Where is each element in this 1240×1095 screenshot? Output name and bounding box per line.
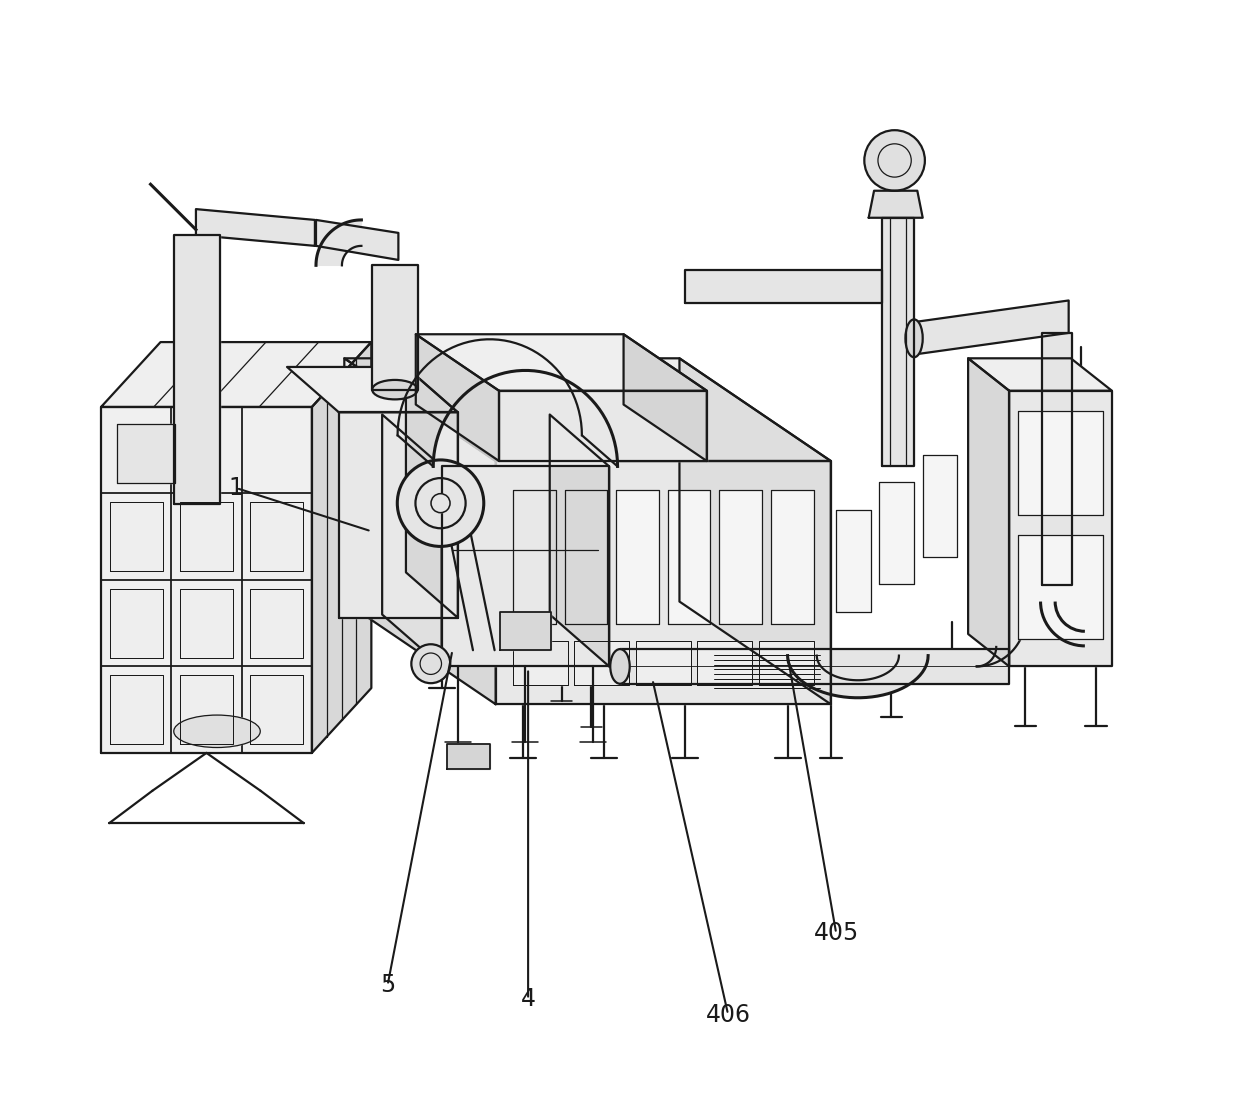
Text: 1: 1 [228,476,243,500]
Polygon shape [923,454,957,557]
Polygon shape [1042,333,1071,586]
Polygon shape [250,503,304,572]
Polygon shape [882,218,914,466]
Polygon shape [496,461,831,704]
Polygon shape [914,300,1069,355]
Polygon shape [180,589,233,658]
Polygon shape [869,191,923,218]
Text: 406: 406 [706,1003,750,1026]
Polygon shape [175,235,219,504]
Polygon shape [180,503,233,572]
Polygon shape [109,503,162,572]
Circle shape [432,494,450,512]
Text: 5: 5 [379,973,396,998]
Polygon shape [382,415,441,667]
Polygon shape [836,509,870,612]
Polygon shape [286,367,458,413]
Polygon shape [787,656,928,698]
Polygon shape [684,270,882,302]
Polygon shape [498,391,707,461]
Circle shape [397,460,484,546]
Polygon shape [977,618,1025,667]
Polygon shape [180,676,233,745]
Polygon shape [316,220,398,260]
Circle shape [864,130,925,191]
Text: 4: 4 [521,988,536,1012]
Polygon shape [759,641,813,684]
Polygon shape [620,649,1009,683]
Polygon shape [616,491,658,624]
Polygon shape [372,265,418,390]
Polygon shape [968,358,1009,667]
Polygon shape [1018,534,1104,639]
Circle shape [412,644,450,683]
Ellipse shape [174,715,260,748]
Polygon shape [879,482,914,585]
Polygon shape [250,589,304,658]
Polygon shape [196,209,315,246]
Polygon shape [636,641,691,684]
Polygon shape [109,589,162,658]
Polygon shape [345,358,831,461]
Polygon shape [102,407,312,753]
Polygon shape [513,491,556,624]
Polygon shape [312,342,371,753]
Polygon shape [564,491,608,624]
Text: 405: 405 [813,922,859,945]
Polygon shape [339,413,458,618]
Polygon shape [102,342,371,407]
Polygon shape [719,491,763,624]
Polygon shape [405,367,458,618]
Polygon shape [968,358,1112,391]
Polygon shape [624,334,707,461]
Polygon shape [415,334,498,461]
Polygon shape [415,334,707,391]
Polygon shape [667,491,711,624]
Polygon shape [441,466,609,667]
Ellipse shape [905,320,923,357]
Polygon shape [574,641,629,684]
Polygon shape [250,676,304,745]
Polygon shape [513,641,568,684]
Polygon shape [433,370,618,466]
Polygon shape [1009,391,1112,667]
Polygon shape [109,676,162,745]
Polygon shape [345,358,496,704]
Polygon shape [770,491,813,624]
Polygon shape [680,358,831,704]
Polygon shape [1018,411,1104,516]
Polygon shape [118,424,175,483]
Polygon shape [697,641,751,684]
Polygon shape [549,415,609,667]
Ellipse shape [610,649,630,683]
Ellipse shape [372,380,418,400]
Polygon shape [448,745,490,769]
Polygon shape [500,612,551,650]
Polygon shape [316,220,361,265]
